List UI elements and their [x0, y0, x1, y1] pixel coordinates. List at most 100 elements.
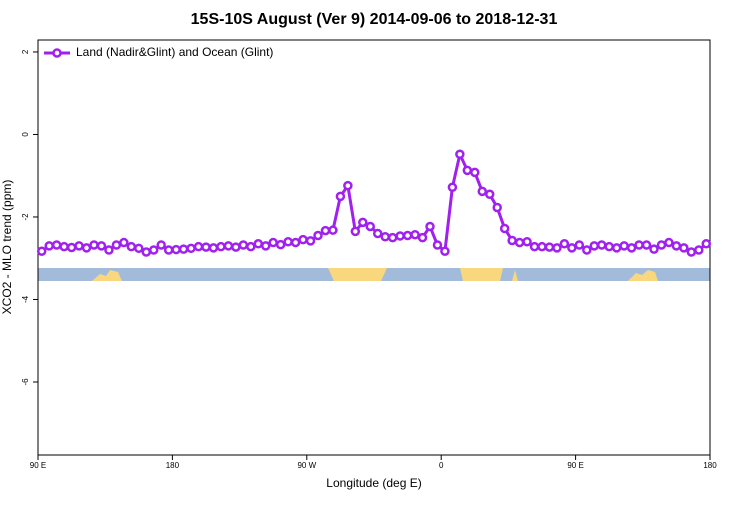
data-point	[163, 245, 174, 255]
data-point	[365, 221, 376, 232]
data-point	[507, 235, 517, 246]
data-point	[96, 241, 107, 251]
data-point	[51, 240, 62, 250]
land-region	[92, 270, 122, 281]
y-axis-label: XCO2 - MLO trend (ppm)	[0, 180, 14, 315]
land-region	[328, 268, 387, 281]
y-tick-label: -2	[21, 213, 30, 221]
surface-strip	[38, 268, 710, 281]
chart-title: 15S-10S August (Ver 9) 2014-09-06 to 201…	[191, 11, 558, 28]
data-point	[320, 225, 331, 236]
data-point	[634, 240, 644, 250]
data-point	[455, 149, 465, 160]
data-point	[559, 239, 570, 249]
data-point	[59, 241, 69, 252]
data-point	[156, 240, 166, 250]
data-point	[134, 243, 144, 254]
x-tick-label: 90 E	[30, 461, 46, 470]
data-point	[694, 245, 704, 255]
data-point	[514, 237, 525, 248]
data-point	[66, 242, 77, 253]
data-point	[380, 232, 390, 242]
data-point	[141, 247, 152, 257]
y-tick-label: 0	[21, 132, 30, 137]
data-point	[216, 241, 226, 252]
plot-frame	[37, 39, 711, 456]
y-tick-label: 2	[21, 49, 30, 54]
data-point	[74, 241, 84, 251]
legend-label: Land (Nadir&Glint) and Ocean (Glint)	[76, 45, 273, 59]
data-point	[335, 191, 346, 202]
land-region	[628, 270, 658, 281]
y-tick-label: -6	[21, 378, 30, 386]
data-point	[619, 241, 629, 251]
data-point	[552, 243, 562, 253]
data-point	[440, 246, 450, 256]
data-point	[260, 241, 271, 251]
data-point	[313, 230, 323, 241]
data-point	[193, 241, 204, 252]
land-region	[512, 270, 518, 281]
data-point	[231, 242, 241, 252]
data-point	[641, 240, 652, 250]
x-axis-label: Longitude (deg E)	[326, 476, 421, 490]
data-point	[328, 225, 338, 235]
data-point	[425, 221, 435, 232]
data-point	[649, 244, 659, 254]
data-point	[484, 189, 495, 200]
data-point	[186, 243, 196, 254]
land-region	[460, 268, 503, 281]
data-point	[201, 242, 211, 252]
data-point	[246, 241, 256, 252]
data-point	[387, 232, 398, 243]
data-point	[238, 240, 249, 250]
data-point	[111, 240, 122, 250]
data-point	[604, 241, 614, 252]
data-point	[358, 217, 368, 228]
data-point	[290, 237, 301, 248]
data-point	[104, 245, 114, 255]
data-point	[305, 236, 316, 246]
data-point	[671, 241, 682, 251]
data-point	[522, 236, 532, 247]
data-point	[223, 241, 234, 251]
data-point	[582, 245, 592, 255]
data-point	[447, 182, 458, 193]
data-point	[686, 247, 697, 257]
data-point	[574, 240, 585, 250]
data-point	[529, 241, 540, 252]
data-point	[343, 180, 353, 191]
data-point	[432, 240, 443, 250]
data-point	[417, 232, 428, 243]
x-tick-label: 90 W	[297, 461, 316, 470]
data-point	[477, 186, 488, 197]
data-point	[626, 243, 637, 253]
data-point	[253, 239, 264, 249]
data-point	[499, 223, 510, 234]
legend-marker	[52, 48, 62, 58]
data-point	[664, 237, 674, 248]
data-point	[596, 240, 607, 250]
data-point	[372, 228, 383, 239]
data-point	[537, 241, 547, 252]
x-tick-label: 180	[166, 461, 180, 470]
data-point	[544, 242, 555, 252]
data-point	[470, 167, 480, 178]
data-point	[126, 241, 137, 252]
data-point	[283, 236, 293, 247]
data-point	[275, 239, 286, 250]
data-point	[178, 244, 189, 254]
data-point	[395, 231, 405, 241]
data-point	[119, 237, 129, 248]
data-point	[589, 241, 600, 251]
data-point	[268, 237, 278, 248]
data-point	[567, 243, 577, 253]
data-point	[89, 240, 99, 250]
data-point	[81, 243, 92, 253]
data-point	[148, 245, 159, 255]
data-point	[462, 165, 473, 176]
data-point	[298, 234, 308, 245]
data-point	[208, 243, 219, 253]
data-point	[171, 244, 181, 255]
